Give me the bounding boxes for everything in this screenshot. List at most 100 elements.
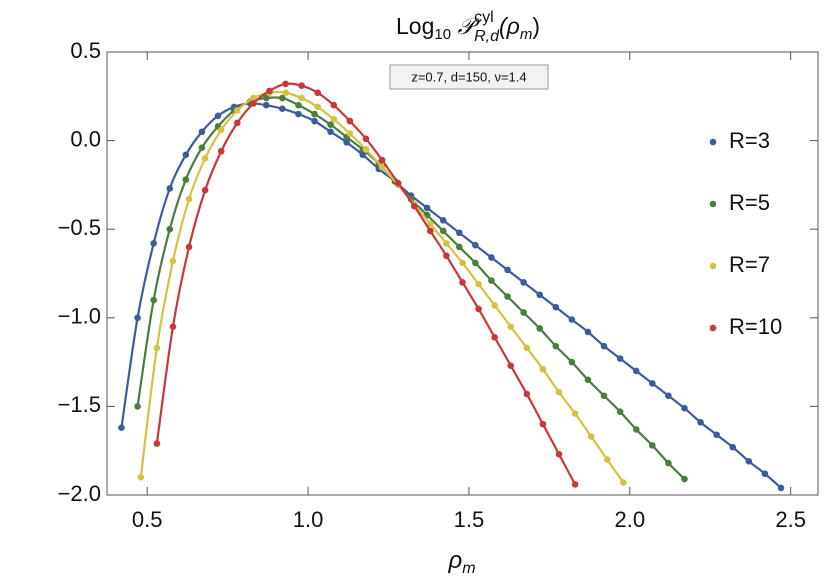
data-point xyxy=(616,355,624,362)
legend-marker xyxy=(709,324,717,332)
data-point xyxy=(185,195,193,203)
data-point xyxy=(539,420,547,428)
data-point xyxy=(616,408,624,416)
data-point xyxy=(427,220,434,228)
data-point xyxy=(150,240,157,247)
data-point xyxy=(568,316,576,323)
data-point xyxy=(504,293,511,300)
y-tick-label: −1.5 xyxy=(58,392,101,417)
data-point xyxy=(169,323,177,330)
data-point xyxy=(584,328,592,336)
data-point xyxy=(649,380,656,387)
data-point xyxy=(427,227,434,235)
legend-label: R=10 xyxy=(729,314,782,339)
data-point xyxy=(198,144,206,151)
data-point xyxy=(330,101,338,109)
y-tick-label: 0.5 xyxy=(70,38,101,63)
annotation: z=0.7, d=150, ν=1.4 xyxy=(411,69,526,84)
data-point xyxy=(423,204,431,212)
data-point xyxy=(150,296,157,304)
data-point xyxy=(649,442,656,449)
data-point xyxy=(314,89,322,97)
data-point xyxy=(343,139,350,146)
data-point xyxy=(584,376,592,384)
data-point xyxy=(523,344,531,352)
data-point xyxy=(250,100,257,107)
data-point xyxy=(327,121,334,128)
x-label-part: m xyxy=(462,560,475,577)
plot-frame xyxy=(106,51,819,496)
data-point xyxy=(378,163,386,171)
data-point xyxy=(632,367,640,375)
legend-label: R=5 xyxy=(729,190,770,215)
data-point xyxy=(600,392,608,400)
data-point xyxy=(459,279,466,286)
data-point xyxy=(166,185,174,192)
data-point xyxy=(439,217,447,224)
data-point xyxy=(359,151,367,159)
data-point xyxy=(777,484,785,492)
data-point xyxy=(262,101,270,109)
data-point xyxy=(394,179,402,187)
data-point xyxy=(507,323,515,330)
data-point xyxy=(665,459,672,467)
data-point xyxy=(166,225,174,233)
legend-marker xyxy=(709,138,717,146)
data-point xyxy=(520,309,527,316)
y-tick-label: −2.0 xyxy=(58,481,101,506)
data-point xyxy=(523,390,531,398)
x-tick-label: 2.0 xyxy=(614,507,645,532)
x-tick-label: 2.5 xyxy=(775,507,806,532)
data-point xyxy=(520,279,527,286)
data-point xyxy=(250,94,257,102)
data-point xyxy=(153,344,161,352)
data-point xyxy=(198,128,206,136)
annotation-box: z=0.7, d=150, ν=1.4 xyxy=(389,64,549,90)
x-tick-label: 1.5 xyxy=(454,507,485,532)
data-point xyxy=(697,419,704,426)
data-point xyxy=(201,155,209,162)
data-point xyxy=(118,424,125,431)
data-point xyxy=(311,117,318,125)
plot-area xyxy=(118,80,785,492)
fit-line xyxy=(120,102,782,489)
x-label-part: ρ xyxy=(447,547,462,574)
data-point xyxy=(153,440,161,447)
y-tick-label: −1.0 xyxy=(58,304,101,329)
data-point xyxy=(491,302,498,309)
title-part: Log xyxy=(396,13,434,39)
data-point xyxy=(713,431,720,439)
data-point xyxy=(330,116,338,123)
data-point xyxy=(568,358,576,366)
data-point xyxy=(504,266,511,274)
x-tick-label: 0.5 xyxy=(132,507,163,532)
data-point xyxy=(472,259,479,267)
data-point xyxy=(217,126,225,134)
annotation-frame xyxy=(389,64,549,90)
data-point xyxy=(298,94,305,102)
data-point xyxy=(491,333,498,341)
data-point xyxy=(488,254,495,261)
data-point xyxy=(745,458,753,465)
legend-label: R=3 xyxy=(729,128,770,153)
data-point xyxy=(327,128,334,136)
data-point xyxy=(182,176,190,183)
data-point xyxy=(217,147,225,155)
legend-marker xyxy=(709,262,717,270)
data-point xyxy=(552,303,560,311)
data-point xyxy=(729,443,737,451)
data-point xyxy=(459,259,466,267)
data-point xyxy=(552,342,560,350)
data-point xyxy=(571,410,579,417)
data-point xyxy=(346,130,354,137)
legend-label: R=7 xyxy=(729,252,770,277)
chart-title: Log10 𝒫cyl R,d(ρm) xyxy=(396,9,540,45)
data-point xyxy=(665,392,672,400)
y-tick-label: 0.0 xyxy=(70,126,101,151)
data-point xyxy=(362,135,370,143)
title-part: cyl xyxy=(474,9,494,26)
data-point xyxy=(262,94,270,102)
data-point xyxy=(620,479,627,486)
data-point xyxy=(536,291,544,299)
